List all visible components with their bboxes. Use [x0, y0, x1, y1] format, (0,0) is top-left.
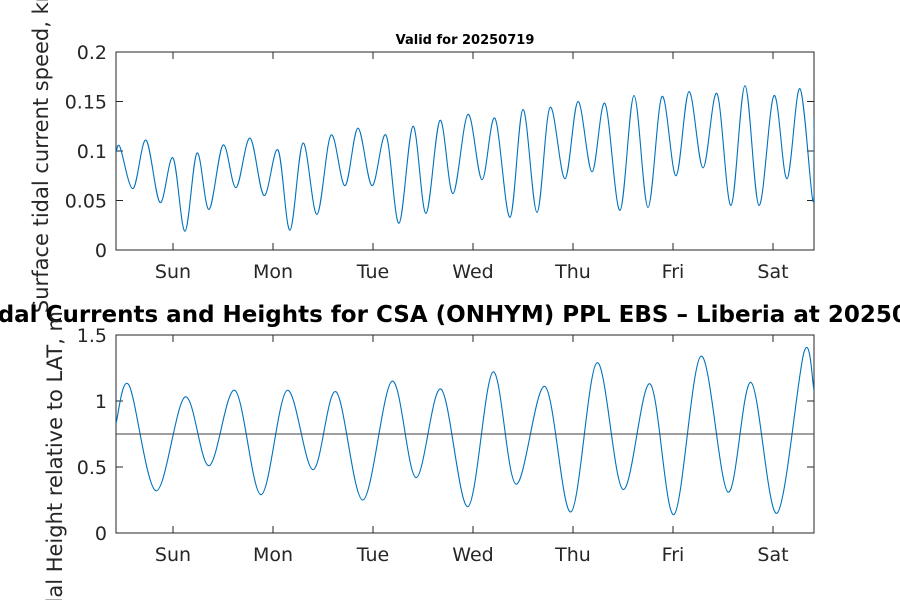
- current-speed-xtick-label: Sat: [757, 261, 788, 283]
- tidal-height-xtick-label: Mon: [253, 544, 293, 566]
- current-speed-plot-area: 0 0.05 0.1 0.15 0.2 Sun Mon Tue Wed Thu Fri Sat: [65, 42, 814, 283]
- tidal-height-ytick-label: 1: [95, 391, 107, 413]
- tidal-height-ytick-label: 1.5: [77, 325, 107, 347]
- tidal-height-xtick-label: Tue: [356, 544, 389, 566]
- current-speed-xtick-label: Tue: [356, 261, 389, 283]
- current-speed-title: Valid for 20250719: [396, 33, 535, 48]
- tidal-height-title: Tidal Currents and Heights for CSA (ONHY…: [0, 302, 900, 328]
- current-speed-xtick-label: Sun: [155, 261, 191, 283]
- tidal-height-xtick-label: Wed: [452, 544, 493, 566]
- current-speed-series-line: [116, 85, 814, 232]
- tidal-height-axes: 0 0.5 1 1.5 Sun Mon Tue Wed Thu Fri Sat Tidal Curr…: [0, 302, 900, 600]
- tidal-height-ylabel: Tidal Height relative to LAT, m: [43, 311, 67, 600]
- tidal-height-xtick-label: Sat: [757, 544, 788, 566]
- current-speed-axes-box: [115, 51, 815, 251]
- tidal-height-ytick-label: 0: [95, 523, 107, 545]
- tidal-height-xtick-label: Thu: [554, 544, 591, 566]
- current-speed-ytick-label: 0.1: [77, 141, 107, 163]
- current-speed-axes: 0 0.05 0.1 0.15 0.2 Sun Mon Tue Wed Thu Fri Sat Val…: [29, 0, 815, 313]
- tidal-height-ytick-label: 0.5: [77, 457, 107, 479]
- current-speed-ytick-label: 0.2: [77, 42, 107, 64]
- current-speed-ytick-label: 0: [95, 240, 107, 262]
- current-speed-xtick-label: Thu: [554, 261, 591, 283]
- tidal-height-xtick-label: Fri: [662, 544, 685, 566]
- tidal-height-series-line: [116, 347, 814, 516]
- current-speed-xtick-label: Fri: [662, 261, 685, 283]
- current-speed-ytick-label: 0.05: [65, 191, 107, 213]
- tidal-height-xtick-label: Sun: [155, 544, 191, 566]
- current-speed-ytick-label: 0.15: [65, 92, 107, 114]
- tidal-height-plot-area: 0 0.5 1 1.5 Sun Mon Tue Wed Thu Fri Sat: [77, 325, 814, 566]
- current-speed-xtick-label: Wed: [452, 261, 493, 283]
- current-speed-ylabel: Surface tidal current speed, kn: [29, 0, 53, 313]
- current-speed-xtick-label: Mon: [253, 261, 293, 283]
